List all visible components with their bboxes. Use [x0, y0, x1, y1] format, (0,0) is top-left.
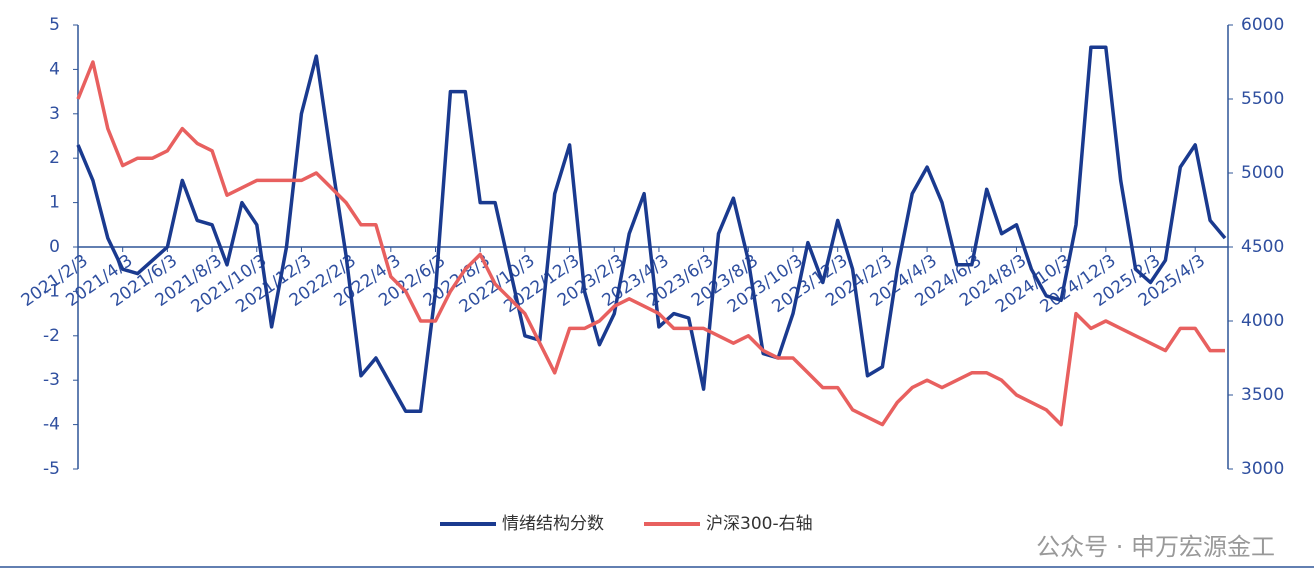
legend-label: 沪深300-右轴 — [706, 514, 813, 534]
y2-tick-label: 4500 — [1241, 237, 1284, 257]
y-tick-label: 1 — [49, 193, 60, 213]
watermark: 公众号 · 申万宏源金工 — [1036, 533, 1275, 561]
y-tick-label: 5 — [49, 15, 60, 35]
legend: 情绪结构分数 沪深300-右轴 — [440, 514, 813, 534]
y-tick-label: -4 — [43, 415, 60, 435]
series-line — [76, 45, 1227, 414]
y2-tick-label: 3500 — [1241, 385, 1284, 405]
y-tick-label: -5 — [43, 459, 60, 479]
y-tick-label: 0 — [49, 237, 60, 257]
y-tick-label: 2 — [49, 148, 60, 168]
y2-tick-label: 3000 — [1241, 459, 1284, 479]
y-tick-label: -1 — [43, 281, 60, 301]
legend-label: 情绪结构分数 — [502, 514, 604, 534]
y2-tick-label: 5500 — [1241, 89, 1284, 109]
series-line — [76, 60, 1225, 427]
y2-tick-label: 4000 — [1241, 311, 1284, 331]
y-tick-label: -3 — [43, 370, 60, 390]
y2-tick-label: 5000 — [1241, 163, 1284, 183]
y-tick-label: 4 — [49, 59, 60, 79]
y-tick-label: 3 — [49, 104, 60, 124]
y2-tick-label: 6000 — [1241, 15, 1284, 35]
y-tick-label: -2 — [43, 326, 60, 346]
